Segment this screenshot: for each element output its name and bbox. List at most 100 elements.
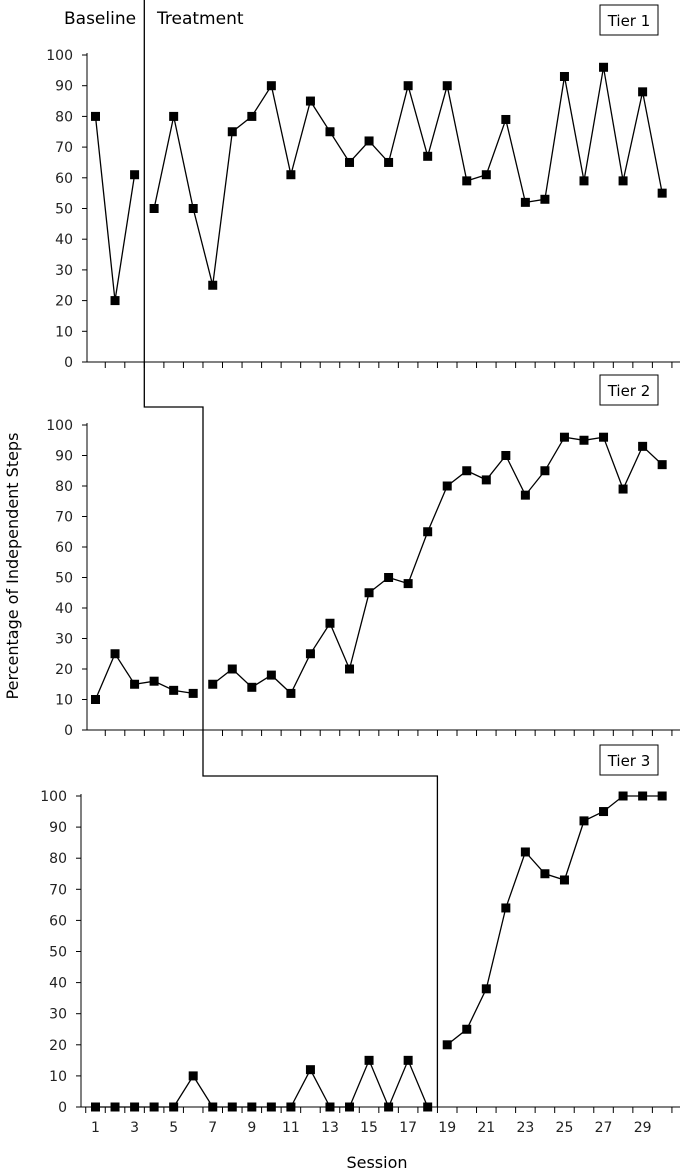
baseline-point — [110, 649, 120, 659]
baseline-point — [169, 685, 179, 695]
treatment-point — [540, 869, 550, 879]
baseline-line — [94, 116, 136, 301]
x-tick-label: 25 — [556, 1120, 574, 1136]
treatment-point — [442, 1040, 452, 1050]
y-tick-label: 50 — [55, 571, 73, 587]
baseline-point — [130, 170, 140, 180]
baseline-line — [94, 652, 194, 700]
treatment-point — [208, 679, 218, 689]
y-tick-label: 10 — [55, 324, 73, 340]
y-tick-label: 60 — [55, 171, 73, 187]
y-tick-label: 20 — [49, 1038, 67, 1054]
y-tick-label: 10 — [49, 1069, 67, 1085]
y-tick-label: 100 — [46, 418, 73, 434]
y-tick-label: 60 — [49, 913, 67, 929]
treatment-point — [462, 176, 472, 186]
x-tick-label: 5 — [169, 1120, 178, 1136]
treatment-point — [286, 170, 296, 180]
treatment-point — [638, 791, 648, 801]
treatment-point — [462, 1024, 472, 1034]
y-tick-label: 100 — [40, 789, 67, 805]
y-tick-label: 100 — [46, 48, 73, 64]
treatment-point — [188, 204, 198, 213]
treatment-point — [266, 81, 276, 91]
treatment-point — [501, 114, 511, 124]
treatment-point — [442, 481, 452, 491]
treatment-line — [446, 795, 663, 1046]
tier-label: Tier 2 — [607, 382, 651, 400]
treatment-point — [559, 875, 569, 885]
baseline-point — [130, 1102, 140, 1112]
baseline-point — [110, 1102, 120, 1112]
treatment-point — [481, 475, 491, 485]
y-tick-label: 40 — [49, 976, 67, 992]
x-tick-label: 19 — [438, 1120, 456, 1136]
baseline-point — [403, 1055, 413, 1065]
y-tick-label: 0 — [64, 355, 73, 371]
tier-label-box — [599, 4, 659, 36]
baseline-point — [188, 1071, 198, 1081]
treatment-point — [657, 791, 667, 801]
treatment-point — [149, 204, 159, 213]
treatment-point — [364, 136, 374, 146]
treatment-point — [227, 664, 237, 674]
baseline-line — [95, 1058, 429, 1109]
y-tick-label: 40 — [55, 232, 73, 248]
treatment-point — [384, 157, 394, 167]
baseline-point — [325, 1102, 335, 1112]
treatment-point — [599, 432, 609, 442]
treatment-point — [657, 188, 667, 198]
baseline-point — [286, 1102, 296, 1112]
x-tick-label: 7 — [208, 1120, 217, 1136]
treatment-point — [305, 96, 315, 106]
treatment-point — [247, 111, 257, 121]
y-tick-label: 50 — [49, 945, 67, 961]
y-tick-label: 20 — [55, 662, 73, 678]
y-tick-label: 0 — [64, 723, 73, 739]
treatment-point — [618, 791, 628, 801]
treatment-point — [520, 197, 530, 207]
treatment-point — [481, 170, 491, 180]
baseline-point — [91, 1102, 100, 1112]
x-tick-label: 9 — [247, 1120, 256, 1136]
y-tick-label: 30 — [55, 263, 73, 279]
x-tick-label: 3 — [130, 1120, 139, 1136]
treatment-point — [169, 111, 179, 121]
baseline-point — [149, 676, 159, 686]
y-tick-label: 90 — [49, 820, 67, 836]
treatment-point — [579, 176, 589, 186]
baseline-point — [305, 1065, 315, 1075]
x-tick-label: 27 — [595, 1120, 613, 1136]
treatment-point — [208, 280, 218, 290]
y-tick-label: 90 — [55, 79, 73, 95]
baseline-point — [227, 1102, 237, 1112]
treatment-point — [325, 127, 335, 137]
y-tick-label: 80 — [55, 479, 73, 495]
treatment-point — [618, 484, 628, 494]
treatment-point — [599, 62, 609, 72]
y-tick-label: 70 — [49, 882, 67, 898]
treatment-point — [559, 71, 569, 81]
baseline-point — [188, 688, 198, 698]
y-axis-title: Percentage of Independent Steps — [3, 433, 22, 700]
treatment-point — [403, 579, 413, 589]
y-tick-label: 90 — [55, 449, 73, 465]
x-tick-label: 21 — [477, 1120, 495, 1136]
phase-change-line — [143, 0, 439, 1107]
y-tick-label: 70 — [55, 510, 73, 526]
y-tick-label: 30 — [55, 632, 73, 648]
y-tick-label: 80 — [49, 851, 67, 867]
x-tick-label: 11 — [282, 1120, 300, 1136]
treatment-point — [520, 490, 530, 500]
baseline-point — [130, 679, 140, 689]
treatment-line — [153, 67, 663, 286]
treatment-point — [345, 157, 355, 167]
tier-label-box — [599, 374, 659, 406]
treatment-point — [423, 151, 433, 161]
phase-change-lines — [143, 0, 439, 1107]
treatment-point — [442, 81, 452, 91]
y-tick-label: 0 — [58, 1100, 67, 1116]
treatment-point — [403, 81, 413, 91]
